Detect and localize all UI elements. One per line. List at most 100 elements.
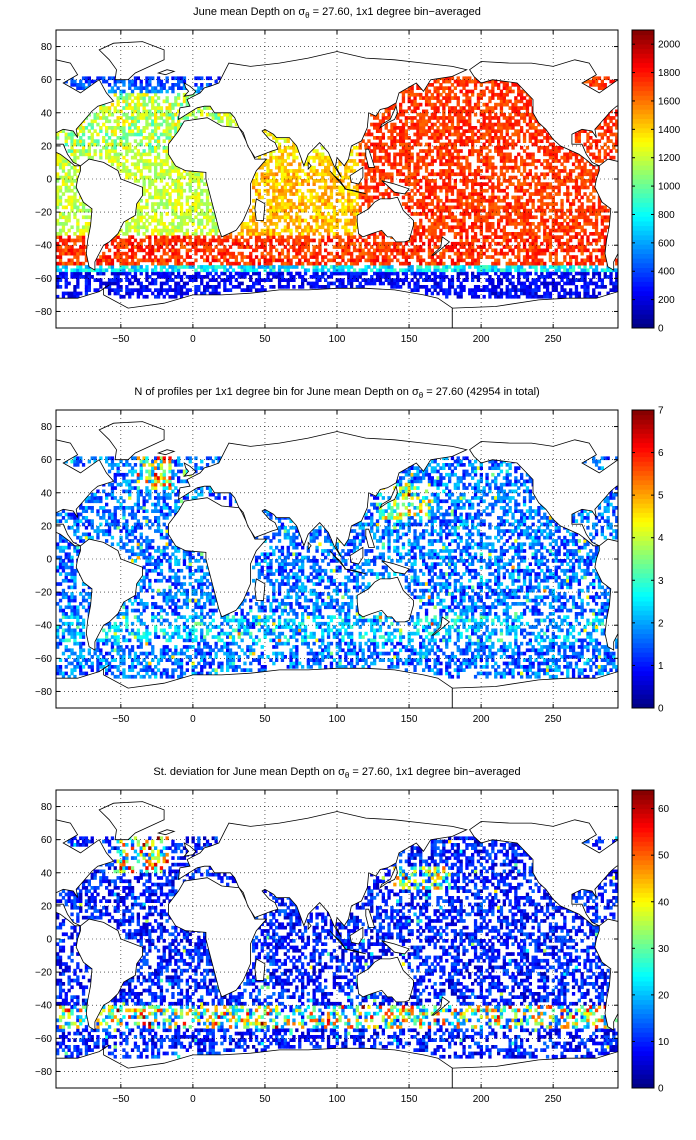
heatmap-cell xyxy=(479,89,483,94)
heatmap-cell xyxy=(517,92,521,97)
heatmap-cell xyxy=(249,228,253,233)
heatmap-cell xyxy=(191,278,195,282)
heatmap-cell xyxy=(514,222,518,226)
heatmap-cell xyxy=(520,159,524,163)
heatmap-cell xyxy=(61,271,66,276)
heatmap-cell xyxy=(266,235,270,239)
heatmap-cell xyxy=(197,185,201,190)
heatmap-cell xyxy=(413,142,417,147)
heatmap-cell xyxy=(491,238,495,243)
heatmap-cell xyxy=(67,238,71,243)
heatmap-cell xyxy=(436,255,440,259)
heatmap-cell xyxy=(427,129,432,133)
heatmap-cell xyxy=(522,288,527,292)
heatmap-cell xyxy=(491,83,495,87)
heatmap-cell xyxy=(113,139,117,143)
heatmap-cell xyxy=(174,268,178,273)
heatmap-cell xyxy=(511,222,515,226)
heatmap-cell xyxy=(378,149,383,153)
heatmap-cell xyxy=(491,92,495,97)
heatmap-cell xyxy=(182,222,187,226)
heatmap-cell xyxy=(301,255,305,259)
heatmap-cell xyxy=(96,261,100,266)
heatmap-cell xyxy=(280,179,285,183)
heatmap-cell xyxy=(165,245,169,249)
heatmap-cell xyxy=(289,232,293,236)
heatmap-cell xyxy=(269,205,273,210)
heatmap-cell xyxy=(125,275,129,279)
heatmap-cell xyxy=(387,278,391,282)
heatmap-cell xyxy=(422,109,426,114)
heatmap-cell xyxy=(154,175,158,180)
heatmap-cell xyxy=(298,165,302,170)
heatmap-cell xyxy=(119,294,123,299)
heatmap-cell xyxy=(228,122,233,127)
heatmap-cell xyxy=(280,172,285,177)
heatmap-cell xyxy=(326,225,331,230)
heatmap-cell xyxy=(424,169,429,173)
heatmap-cell xyxy=(159,228,164,233)
heatmap-cell xyxy=(430,192,434,196)
heatmap-cell xyxy=(81,248,86,253)
heatmap-cell xyxy=(289,188,293,193)
heatmap-cell xyxy=(491,188,495,193)
heatmap-cell xyxy=(350,165,354,170)
heatmap-cell xyxy=(424,155,429,160)
heatmap-cell xyxy=(226,258,230,263)
heatmap-cell xyxy=(344,205,348,210)
heatmap-cell xyxy=(384,241,388,246)
heatmap-cell xyxy=(502,116,506,120)
heatmap-cell xyxy=(142,222,146,226)
heatmap-cell xyxy=(450,205,455,210)
heatmap-cell xyxy=(179,79,184,84)
heatmap-cell xyxy=(200,268,204,273)
heatmap-cell xyxy=(64,291,68,296)
heatmap-cell xyxy=(528,271,532,276)
heatmap-cell xyxy=(84,79,89,84)
heatmap-cell xyxy=(252,212,256,216)
heatmap-cell xyxy=(361,159,365,163)
heatmap-cell xyxy=(442,291,446,296)
heatmap-cell xyxy=(471,294,475,299)
heatmap-cell xyxy=(113,119,117,124)
heatmap-cell xyxy=(485,126,489,130)
heatmap-cell xyxy=(468,261,472,266)
heatmap-cell xyxy=(430,261,434,266)
heatmap-cell xyxy=(497,185,501,190)
heatmap-cell xyxy=(113,155,117,160)
heatmap-cell xyxy=(370,255,374,259)
heatmap-cell xyxy=(171,265,175,269)
heatmap-cell xyxy=(352,145,357,150)
heatmap-cell xyxy=(522,169,527,173)
heatmap-cell xyxy=(508,278,512,282)
heatmap-cell xyxy=(381,245,385,249)
heatmap-cell xyxy=(70,139,74,143)
heatmap-cell xyxy=(116,162,120,167)
heatmap-cell xyxy=(416,155,420,160)
heatmap-cell xyxy=(494,208,498,213)
heatmap-cell xyxy=(306,258,310,263)
heatmap-cell xyxy=(332,271,336,276)
heatmap-cell xyxy=(306,238,310,243)
heatmap-cell xyxy=(344,165,348,170)
heatmap-cell xyxy=(128,122,132,127)
heatmap-cell xyxy=(315,169,319,173)
heatmap-cell xyxy=(419,232,423,236)
heatmap-cell xyxy=(450,275,455,279)
heatmap-cell xyxy=(401,112,406,117)
heatmap-cell xyxy=(56,218,60,223)
heatmap-cell xyxy=(393,241,397,246)
heatmap-cell xyxy=(522,119,527,124)
heatmap-cell xyxy=(223,265,227,269)
heatmap-cell xyxy=(226,248,230,253)
heatmap-cell xyxy=(168,285,172,289)
heatmap-cell xyxy=(378,261,383,266)
heatmap-cell xyxy=(142,96,146,100)
heatmap-cell xyxy=(445,136,449,140)
heatmap-cell xyxy=(283,265,287,269)
heatmap-cell xyxy=(430,228,434,233)
heatmap-cell xyxy=(119,278,123,282)
heatmap-cell xyxy=(286,198,290,203)
heatmap-cell xyxy=(162,83,166,87)
heatmap-cell xyxy=(237,285,241,289)
